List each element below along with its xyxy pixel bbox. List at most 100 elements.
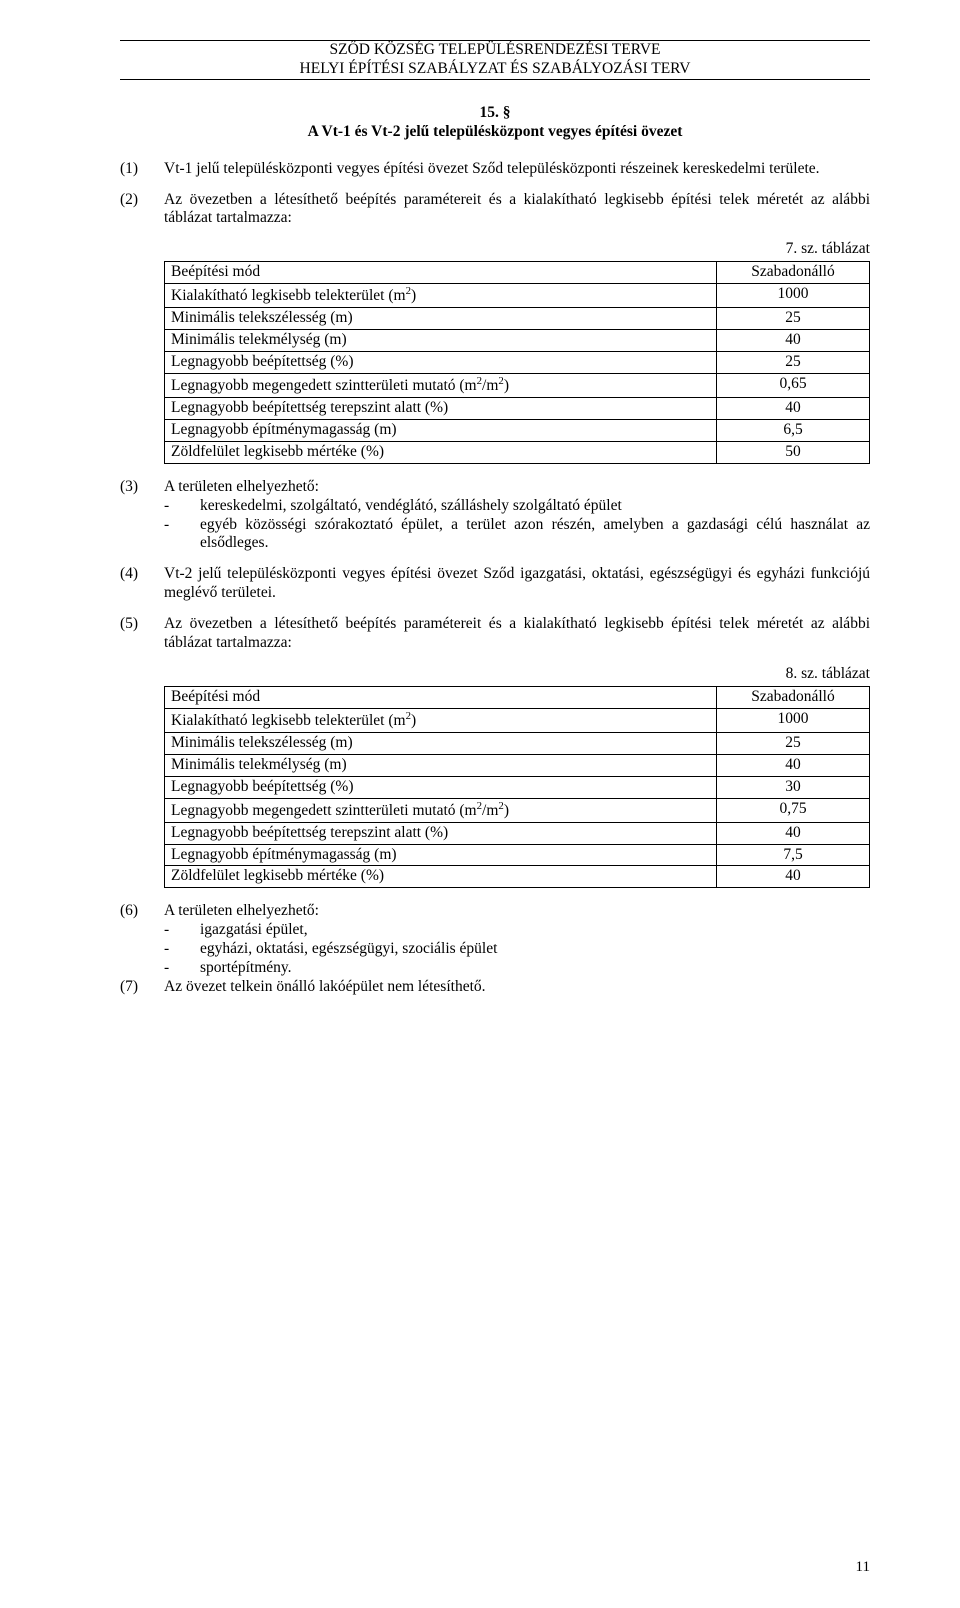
paragraph-1: (1) Vt-1 jelű településközponti vegyes é… xyxy=(120,160,870,179)
table-8-label: Minimális telekmélység (m) xyxy=(165,754,717,776)
paragraph-6: (6) A területen elhelyezhető: xyxy=(120,902,870,921)
bullet-dash: - xyxy=(164,959,200,978)
table-row: Minimális telekmélység (m)40 xyxy=(165,754,870,776)
table-row: Legnagyobb építménymagasság (m)6,5 xyxy=(165,419,870,441)
para-body-1: Vt-1 jelű településközponti vegyes építé… xyxy=(164,160,870,179)
list-item: -sportépítmény. xyxy=(164,959,870,978)
paragraph-5: (5) Az övezetben a létesíthető beépítés … xyxy=(120,615,870,653)
table-7-value: 1000 xyxy=(717,284,870,308)
table-7-label: Legnagyobb megengedett szintterületi mut… xyxy=(165,373,717,397)
paragraph-2: (2) Az övezetben a létesíthető beépítés … xyxy=(120,191,870,229)
table-7-label: Kialakítható legkisebb telekterület (m2) xyxy=(165,284,717,308)
para-body-2: Az övezetben a létesíthető beépítés para… xyxy=(164,191,870,229)
table-8-label: Legnagyobb megengedett szintterületi mut… xyxy=(165,798,717,822)
table-row: Minimális telekszélesség (m)25 xyxy=(165,308,870,330)
paragraph-7: (7) Az övezet telkein önálló lakóépület … xyxy=(120,978,870,997)
bullet-text: igazgatási épület, xyxy=(200,921,870,940)
table-row: Minimális telekszélesség (m)25 xyxy=(165,732,870,754)
table-7-label: Zöldfelület legkisebb mértéke (%) xyxy=(165,441,717,463)
table-7-value: Szabadonálló xyxy=(717,262,870,284)
para-3-bullets: -kereskedelmi, szolgáltató, vendéglátó, … xyxy=(164,497,870,554)
table-8-value: Szabadonálló xyxy=(717,686,870,708)
table-8-caption: 8. sz. táblázat xyxy=(164,665,870,684)
table-8-value: 30 xyxy=(717,776,870,798)
para-num-1: (1) xyxy=(120,160,164,179)
table-row: Legnagyobb megengedett szintterületi mut… xyxy=(165,373,870,397)
table-8-label: Kialakítható legkisebb telekterület (m2) xyxy=(165,708,717,732)
table-8-label: Minimális telekszélesség (m) xyxy=(165,732,717,754)
bullet-text: egyéb közösségi szórakoztató épület, a t… xyxy=(200,516,870,554)
table-8-label: Legnagyobb építménymagasság (m) xyxy=(165,844,717,866)
bullet-text: egyházi, oktatási, egészségügyi, szociál… xyxy=(200,940,870,959)
list-item: -egyéb közösségi szórakoztató épület, a … xyxy=(164,516,870,554)
para-num-3: (3) xyxy=(120,478,164,497)
list-item: -igazgatási épület, xyxy=(164,921,870,940)
para-body-6: A területen elhelyezhető: xyxy=(164,902,870,921)
table-7-value: 0,65 xyxy=(717,373,870,397)
table-8-value: 40 xyxy=(717,822,870,844)
section-title: A Vt-1 és Vt-2 jelű településközpont veg… xyxy=(120,123,870,142)
table-8-value: 40 xyxy=(717,754,870,776)
table-8-label: Beépítési mód xyxy=(165,686,717,708)
table-row: Legnagyobb beépítettség terepszint alatt… xyxy=(165,398,870,420)
para-num-6: (6) xyxy=(120,902,164,921)
table-7-label: Minimális telekszélesség (m) xyxy=(165,308,717,330)
section-number: 15. § xyxy=(120,104,870,123)
table-7-value: 40 xyxy=(717,330,870,352)
paragraph-4: (4) Vt-2 jelű településközponti vegyes é… xyxy=(120,565,870,603)
bullet-dash: - xyxy=(164,497,200,516)
para-body-4: Vt-2 jelű településközponti vegyes építé… xyxy=(164,565,870,603)
table-row: Legnagyobb építménymagasság (m)7,5 xyxy=(165,844,870,866)
bullet-text: kereskedelmi, szolgáltató, vendéglátó, s… xyxy=(200,497,870,516)
list-item: -kereskedelmi, szolgáltató, vendéglátó, … xyxy=(164,497,870,516)
table-row: Legnagyobb beépítettség terepszint alatt… xyxy=(165,822,870,844)
table-7-label: Legnagyobb beépítettség (%) xyxy=(165,352,717,374)
table-8-value: 40 xyxy=(717,866,870,888)
table-7-value: 50 xyxy=(717,441,870,463)
paragraph-3: (3) A területen elhelyezhető: xyxy=(120,478,870,497)
para-num-4: (4) xyxy=(120,565,164,603)
para-body-3: A területen elhelyezhető: xyxy=(164,478,870,497)
page-number: 11 xyxy=(856,1558,870,1576)
list-item: -egyházi, oktatási, egészségügyi, szociá… xyxy=(164,940,870,959)
table-8-label: Legnagyobb beépítettség terepszint alatt… xyxy=(165,822,717,844)
table-8-label: Legnagyobb beépítettség (%) xyxy=(165,776,717,798)
table-8-value: 1000 xyxy=(717,708,870,732)
table-8-value: 0,75 xyxy=(717,798,870,822)
table-7-caption: 7. sz. táblázat xyxy=(164,240,870,259)
para-6-bullets: -igazgatási épület,-egyházi, oktatási, e… xyxy=(164,921,870,978)
table-row: Kialakítható legkisebb telekterület (m2)… xyxy=(165,284,870,308)
table-7-value: 25 xyxy=(717,352,870,374)
para-body-7: Az övezet telkein önálló lakóépület nem … xyxy=(164,978,870,997)
para-body-5: Az övezetben a létesíthető beépítés para… xyxy=(164,615,870,653)
table-row: Beépítési módSzabadonálló xyxy=(165,262,870,284)
page-header: SZŐD KÖZSÉG TELEPÜLÉSRENDEZÉSI TERVE HEL… xyxy=(120,40,870,80)
para-num-7: (7) xyxy=(120,978,164,997)
bullet-dash: - xyxy=(164,516,200,554)
table-row: Legnagyobb megengedett szintterületi mut… xyxy=(165,798,870,822)
table-row: Legnagyobb beépítettség (%)25 xyxy=(165,352,870,374)
bullet-dash: - xyxy=(164,921,200,940)
table-row: Legnagyobb beépítettség (%)30 xyxy=(165,776,870,798)
table-7-label: Legnagyobb építménymagasság (m) xyxy=(165,419,717,441)
table-7: Beépítési módSzabadonállóKialakítható le… xyxy=(164,261,870,463)
table-7-value: 25 xyxy=(717,308,870,330)
table-7-label: Minimális telekmélység (m) xyxy=(165,330,717,352)
table-7-label: Legnagyobb beépítettség terepszint alatt… xyxy=(165,398,717,420)
table-7-label: Beépítési mód xyxy=(165,262,717,284)
header-line-1: SZŐD KÖZSÉG TELEPÜLÉSRENDEZÉSI TERVE xyxy=(120,41,870,60)
table-row: Kialakítható legkisebb telekterület (m2)… xyxy=(165,708,870,732)
para-num-5: (5) xyxy=(120,615,164,653)
table-8-label: Zöldfelület legkisebb mértéke (%) xyxy=(165,866,717,888)
table-8-value: 25 xyxy=(717,732,870,754)
table-row: Beépítési módSzabadonálló xyxy=(165,686,870,708)
para-num-2: (2) xyxy=(120,191,164,229)
header-line-2: HELYI ÉPÍTÉSI SZABÁLYZAT ÉS SZABÁLYOZÁSI… xyxy=(120,60,870,79)
table-row: Zöldfelület legkisebb mértéke (%)40 xyxy=(165,866,870,888)
table-row: Zöldfelület legkisebb mértéke (%)50 xyxy=(165,441,870,463)
table-row: Minimális telekmélység (m)40 xyxy=(165,330,870,352)
table-7-value: 6,5 xyxy=(717,419,870,441)
bullet-text: sportépítmény. xyxy=(200,959,870,978)
table-8: Beépítési módSzabadonállóKialakítható le… xyxy=(164,686,870,888)
table-8-value: 7,5 xyxy=(717,844,870,866)
